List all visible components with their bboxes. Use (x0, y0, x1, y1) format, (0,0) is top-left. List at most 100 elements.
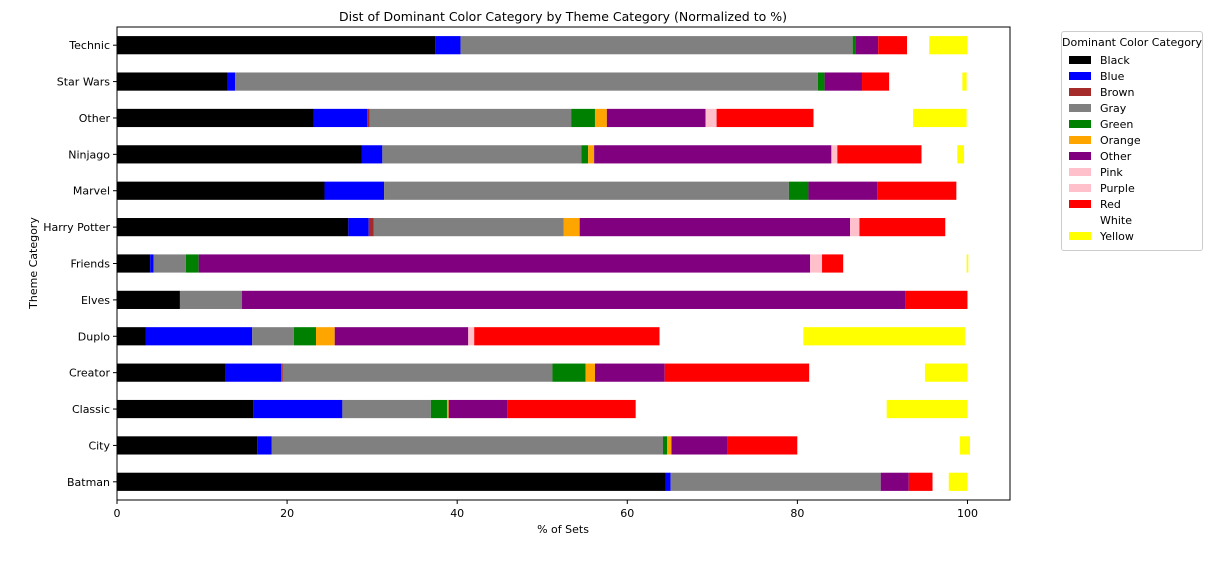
legend-item-yellow: Yellow (1062, 228, 1202, 244)
bar-city-black (117, 436, 258, 455)
x-tick-label: 20 (280, 507, 294, 520)
bar-ninjago-yellow (957, 145, 965, 164)
bar-marvel-white (956, 181, 968, 200)
bar-marvel-other (808, 181, 878, 200)
bar-other-green (571, 108, 595, 128)
x-axis-label: % of Sets (537, 523, 589, 536)
bar-batman-yellow (948, 472, 968, 491)
bar-ninjago-green (581, 145, 589, 164)
bar-friends-yellow (966, 254, 969, 273)
bar-ninjago-pink (831, 145, 838, 164)
bar-classic-red (507, 399, 636, 419)
bar-classic-gray (342, 399, 431, 419)
bar-star-wars-gray (235, 72, 818, 91)
y-tick-label: Classic (72, 403, 110, 416)
legend-swatch (1069, 88, 1091, 96)
bar-city-gray (271, 436, 664, 455)
bar-duplo-black (117, 327, 146, 346)
bar-star-wars-yellow (962, 72, 967, 91)
legend-label: Orange (1100, 133, 1141, 147)
bar-ninjago-red (837, 145, 922, 164)
legend-label: Pink (1100, 165, 1123, 179)
bar-batman-other (880, 472, 909, 491)
legend-label: Gray (1100, 101, 1127, 115)
bar-batman-white (932, 472, 949, 491)
bar-friends-green (185, 254, 199, 273)
bar-marvel-green (788, 181, 809, 200)
bar-classic-orange (446, 399, 449, 419)
bar-friends-black (117, 254, 151, 273)
y-tick-label: Elves (81, 294, 110, 307)
x-tick-label: 100 (957, 507, 978, 520)
bar-duplo-red (474, 327, 660, 346)
legend-swatch (1069, 232, 1091, 240)
legend-swatch (1069, 120, 1091, 128)
bar-other-blue (313, 108, 368, 128)
y-tick-label: Ninjago (68, 148, 110, 161)
y-axis-ticks: Batman City Classic Creator Duplo Elves Friend… (43, 39, 117, 489)
bar-city-green (663, 436, 668, 455)
bar-star-wars-red (862, 72, 890, 91)
bar-batman-red (908, 472, 933, 491)
bar-technic-blue (435, 36, 461, 55)
y-tick-label: Friends (70, 258, 110, 271)
y-tick-label: Harry Potter (43, 221, 110, 234)
bar-technic-yellow (929, 36, 968, 55)
bar-star-wars-black (117, 72, 228, 91)
y-tick-label: Creator (69, 367, 111, 380)
x-tick-label: 80 (790, 507, 804, 520)
bar-friends-white (843, 254, 967, 273)
y-tick-label: Marvel (73, 185, 110, 198)
bar-duplo-yellow (803, 327, 965, 346)
bar-classic-white (635, 399, 887, 419)
bar-duplo-orange (316, 327, 335, 346)
legend-item-red: Red (1062, 196, 1202, 212)
bar-technic-white (907, 36, 930, 55)
bar-classic-other (448, 399, 508, 419)
chart-title: Dist of Dominant Color Category by Theme… (339, 9, 787, 24)
plot-frame (116, 26, 1011, 501)
bar-creator-green (552, 363, 586, 382)
legend-label: White (1100, 213, 1132, 227)
bar-city-red (727, 436, 798, 455)
legend-item-green: Green (1062, 116, 1202, 132)
legend-swatch (1069, 104, 1091, 112)
bar-harry-potter-white (945, 218, 968, 237)
x-axis-ticks: 0 20 40 60 80 100 (114, 500, 978, 520)
bar-elves-gray (179, 290, 243, 309)
bar-star-wars-white (889, 72, 963, 91)
legend-label: Purple (1100, 181, 1135, 195)
bar-ninjago-blue (361, 145, 383, 164)
bar-other-red (716, 108, 814, 128)
legend-item-brown: Brown (1062, 84, 1202, 100)
y-tick-label: Star Wars (57, 76, 110, 89)
legend-label: Green (1100, 117, 1134, 131)
bar-star-wars-other (824, 72, 863, 91)
bar-technic-other (855, 36, 879, 55)
legend-item-white: White (1062, 212, 1202, 228)
bar-batman-black (117, 472, 666, 491)
bar-technic-black (117, 36, 436, 55)
bar-friends-gray (153, 254, 186, 273)
bar-friends-red (822, 254, 844, 273)
bars (117, 36, 971, 491)
legend-swatch (1069, 168, 1091, 176)
bar-creator-yellow (924, 363, 968, 382)
bar-batman-gray (670, 472, 881, 491)
bar-duplo-pink (468, 327, 475, 346)
y-tick-label: Other (79, 112, 111, 125)
x-tick-label: 60 (620, 507, 634, 520)
y-tick-label: City (88, 439, 110, 452)
bar-friends-other (198, 254, 811, 273)
bar-marvel-blue (324, 181, 385, 200)
bar-other-white (813, 108, 914, 128)
bar-creator-red (664, 363, 810, 382)
bar-other-other (606, 108, 706, 128)
legend-swatch (1069, 56, 1091, 64)
bar-elves-red (905, 290, 968, 309)
legend-item-gray: Gray (1062, 100, 1202, 116)
bar-duplo-other (334, 327, 469, 346)
bar-technic-red (878, 36, 908, 55)
bar-other-gray (369, 108, 572, 128)
legend-label: Red (1100, 197, 1121, 211)
